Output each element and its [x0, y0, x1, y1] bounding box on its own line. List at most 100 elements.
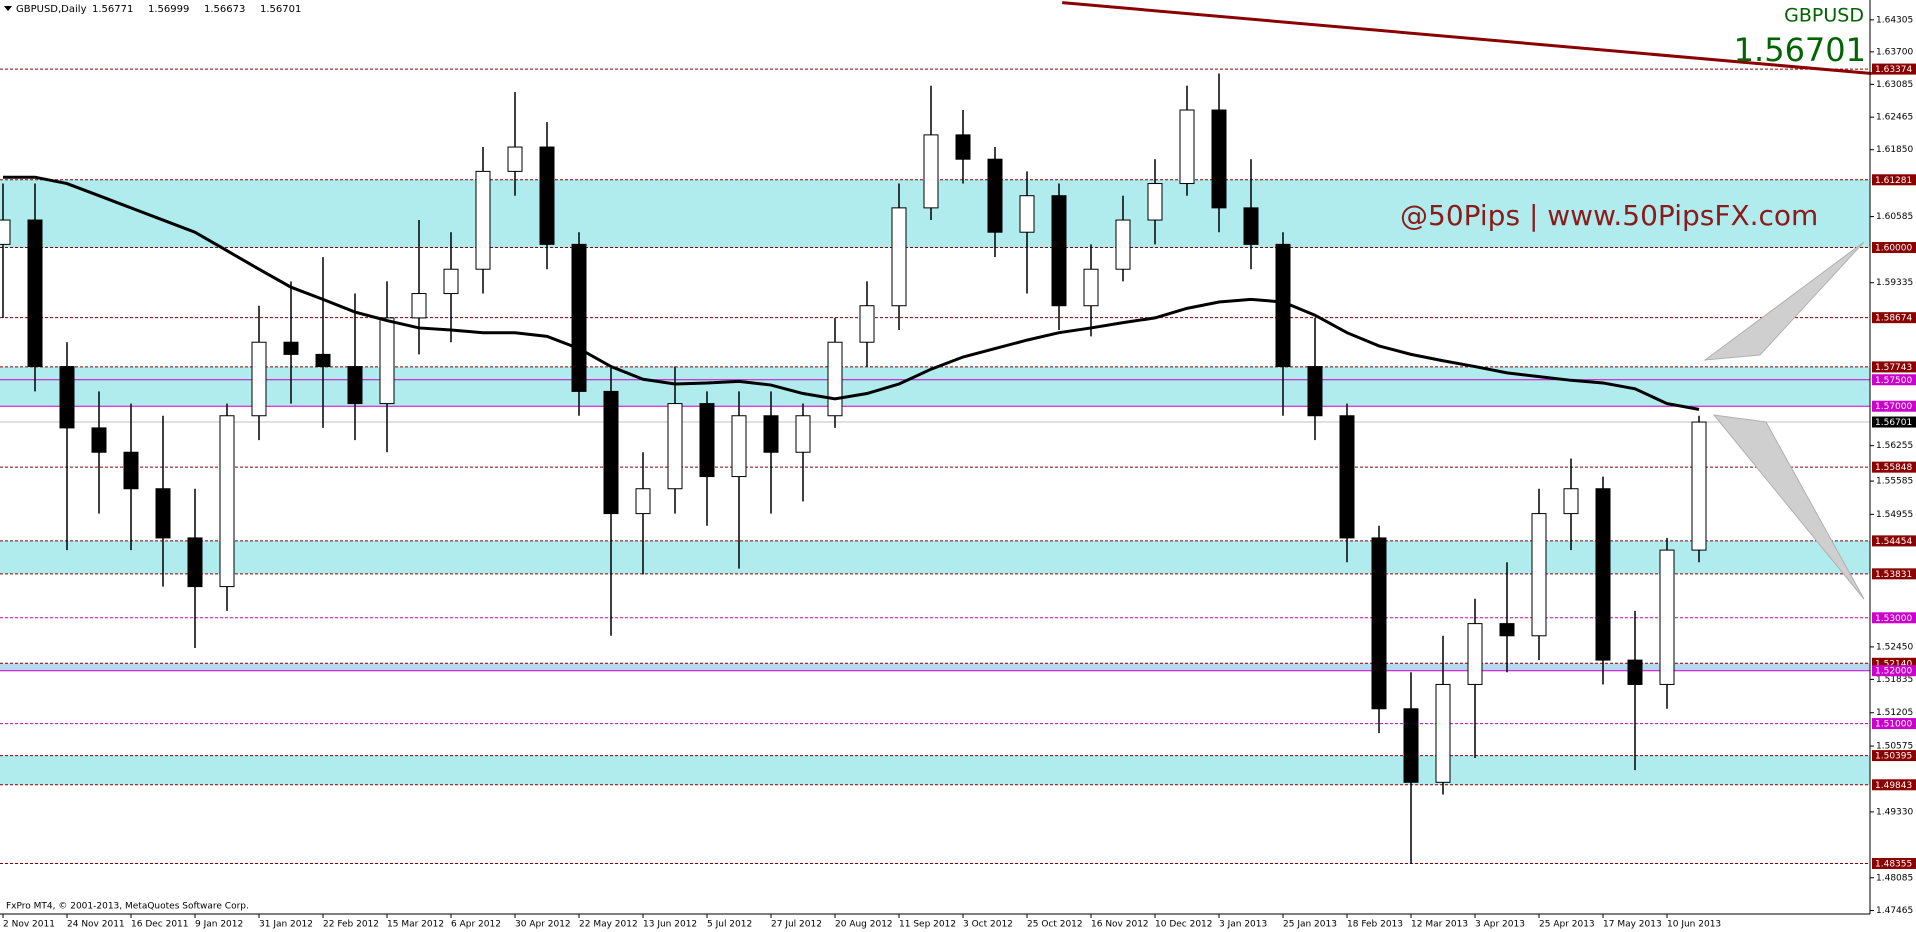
- level-label-box: [1872, 63, 1916, 75]
- x-tick-label: 31 Jan 2012: [259, 920, 313, 930]
- candle-body: [123, 451, 139, 490]
- y-tick-label: 1.47465: [1876, 906, 1913, 916]
- copyright: FxPro MT4, © 2001-2013, MetaQuotes Softw…: [6, 902, 249, 912]
- candle-body: [1147, 183, 1163, 221]
- candle-body: [763, 415, 779, 453]
- level-label-box: [1872, 779, 1916, 791]
- x-tick-label: 20 Aug 2012: [835, 920, 893, 930]
- candle-body: [667, 403, 683, 490]
- level-label: 1.57743: [1875, 363, 1912, 373]
- candle-body: [539, 146, 555, 245]
- candle-body: [1403, 708, 1419, 783]
- level-label: 1.55848: [1875, 463, 1912, 473]
- candle-body: [1595, 488, 1611, 661]
- candle-body: [1659, 549, 1675, 685]
- candle-body: [987, 158, 1003, 233]
- plot: [0, 1, 1872, 864]
- y-tick-label: 1.61850: [1876, 145, 1913, 155]
- candle-body: [219, 415, 235, 588]
- candle-body: [59, 366, 75, 429]
- level-label: 1.48355: [1875, 859, 1912, 869]
- level-label-box: [1872, 535, 1916, 547]
- candle-body: [315, 353, 331, 368]
- candle-body: [955, 134, 971, 160]
- x-tick-label: 3 Oct 2012: [963, 920, 1013, 930]
- x-tick-label: 25 Apr 2013: [1539, 920, 1595, 930]
- candle-body: [411, 293, 427, 319]
- x-tick-label: 9 Jan 2012: [195, 920, 243, 930]
- x-tick-label: 25 Jan 2013: [1283, 920, 1337, 930]
- level-label-box: [1872, 174, 1916, 186]
- x-tick-label: 11 Sep 2012: [899, 920, 956, 930]
- level-label: 1.54454: [1875, 537, 1912, 547]
- x-tick-label: 16 Nov 2012: [1091, 920, 1149, 930]
- level-label: 1.57000: [1875, 402, 1912, 412]
- y-tick-label: 1.54955: [1876, 510, 1913, 520]
- candle-body: [1019, 195, 1035, 233]
- level-label: 1.60000: [1875, 244, 1912, 254]
- level-label: 1.50395: [1875, 752, 1912, 762]
- y-tick-label: 1.49330: [1876, 807, 1913, 817]
- candle-body: [1691, 421, 1707, 551]
- level-label: 1.57500: [1875, 376, 1912, 386]
- symbol: GBPUSD: [1784, 5, 1864, 27]
- y-tick-label: 1.62465: [1876, 113, 1913, 123]
- x-tick-label: 25 Oct 2012: [1027, 920, 1083, 930]
- x-tick-label: 5 Jul 2012: [707, 920, 752, 930]
- level-label: 1.56701: [1875, 418, 1912, 428]
- x-tick-label: 17 May 2013: [1603, 920, 1662, 930]
- level-label-box: [1872, 416, 1916, 428]
- y-tick-label: 1.51205: [1876, 708, 1913, 718]
- candle-body: [923, 134, 939, 209]
- level-label: 1.49843: [1875, 781, 1912, 791]
- candle-body: [443, 268, 459, 295]
- y-tick-label: 1.63700: [1876, 47, 1913, 57]
- level-label-box: [1872, 857, 1916, 869]
- y-tick-label: 1.48085: [1876, 873, 1913, 883]
- x-tick-label: 13 Jun 2012: [643, 920, 697, 930]
- candle-body: [27, 219, 43, 368]
- x-tick-label: 12 Mar 2013: [1411, 920, 1468, 930]
- level-label: 1.61281: [1875, 176, 1912, 186]
- candle-body: [571, 243, 587, 392]
- x-tick-label: 2 Nov 2011: [3, 920, 55, 930]
- level-label-box: [1872, 461, 1916, 473]
- level-label: 1.51000: [1875, 720, 1912, 730]
- y-tick-label: 1.56255: [1876, 441, 1913, 451]
- candle-body: [1531, 513, 1547, 637]
- level-label-box: [1872, 568, 1916, 580]
- candle-body: [1083, 268, 1099, 307]
- x-tick-label: 10 Dec 2012: [1155, 920, 1213, 930]
- header-value: 1.56999: [148, 4, 189, 15]
- level-label-box: [1872, 750, 1916, 762]
- candle-body: [155, 488, 171, 539]
- level-label: 1.58674: [1875, 314, 1912, 324]
- x-tick-label: 10 Jun 2013: [1667, 920, 1721, 930]
- level-label-box: [1872, 242, 1916, 254]
- header-icon: [4, 6, 12, 11]
- level-label-box: [1872, 312, 1916, 324]
- candle-body: [699, 403, 715, 478]
- candle-body: [1051, 195, 1067, 307]
- candle-body: [891, 207, 907, 307]
- drawing-triangle: [1703, 241, 1865, 361]
- zone: [0, 366, 1870, 407]
- header-value: 1.56673: [204, 4, 245, 15]
- zone: [0, 755, 1870, 785]
- x-tick-label: 30 Apr 2012: [515, 920, 571, 930]
- candle-body: [1499, 623, 1515, 637]
- y-tick-label: 1.51835: [1876, 675, 1913, 685]
- level-label: 1.63374: [1875, 65, 1912, 75]
- y-tick-label: 1.55585: [1876, 477, 1913, 487]
- candle-body: [1563, 488, 1579, 515]
- x-tick-label: 16 Dec 2011: [131, 920, 189, 930]
- level-label-box: [1872, 657, 1916, 669]
- candle-body: [603, 390, 619, 515]
- candle-body: [1115, 219, 1131, 270]
- x-tick-label: 22 Feb 2012: [323, 920, 379, 930]
- y-tick-label: 1.52450: [1876, 642, 1913, 652]
- level-label: 1.53000: [1875, 614, 1912, 624]
- candle-body: [475, 170, 491, 270]
- zone: [0, 540, 1870, 574]
